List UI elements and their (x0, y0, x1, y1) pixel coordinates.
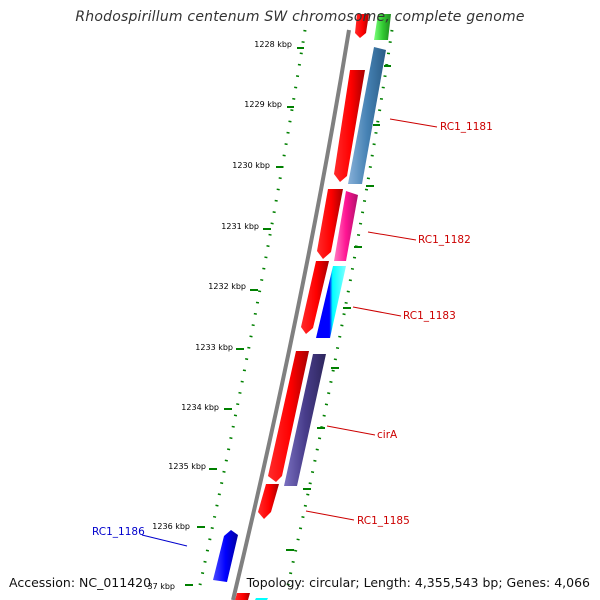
gene-red (258, 484, 279, 519)
label-connectors (141, 118, 438, 547)
gene-red (301, 261, 329, 334)
tick-label: 1229 kbp (244, 100, 282, 109)
gene-label-rc1-1185[interactable]: RC1_1185 (357, 515, 410, 527)
gene-label-cira[interactable]: cirA (377, 429, 398, 441)
inner-scale-dots (198, 29, 307, 586)
gene-blue (213, 530, 238, 582)
major-ticks-inner (185, 47, 304, 586)
gene-red (334, 70, 365, 182)
topology-text: Topology: circular; Length: 4,355,543 bp… (246, 575, 590, 590)
chromosome-backbone (231, 29, 351, 600)
tick-label: 1228 kbp (254, 40, 292, 49)
gene-green (374, 14, 391, 40)
gene-red (268, 351, 309, 482)
map-title: Rhodospirillum centenum SW chromosome, c… (75, 9, 525, 25)
gene-red (355, 14, 369, 38)
tick-label: 1236 kbp (152, 522, 190, 531)
tick-label: 1230 kbp (232, 161, 270, 170)
inner-gene-lane (235, 14, 369, 600)
gene-pink (334, 191, 358, 261)
tick-label: 1234 kbp (181, 403, 219, 412)
accession-text: Accession: NC_011420 (9, 575, 152, 590)
gene-slate (284, 354, 326, 486)
outer-gene-lane (213, 14, 391, 600)
tick-label: 1233 kbp (195, 343, 233, 352)
major-ticks-outer (286, 65, 391, 551)
gene-label-rc1-1183[interactable]: RC1_1183 (403, 310, 456, 322)
gene-label-rc1-1186[interactable]: RC1_1186 (92, 526, 145, 538)
gene-label-rc1-1182[interactable]: RC1_1182 (418, 234, 471, 246)
gene-blue-cyan (316, 266, 346, 338)
gene-steelblue (348, 47, 386, 184)
gene-label-rc1-1181[interactable]: RC1_1181 (440, 121, 493, 133)
tick-label: 1235 kbp (168, 462, 206, 471)
tick-label: 37 kbp (147, 582, 175, 591)
tick-label: 1232 kbp (208, 282, 246, 291)
tick-label: 1231 kbp (221, 222, 259, 231)
gene-red (317, 189, 343, 259)
gene-red (235, 593, 250, 600)
outer-scale-dots (286, 29, 394, 586)
